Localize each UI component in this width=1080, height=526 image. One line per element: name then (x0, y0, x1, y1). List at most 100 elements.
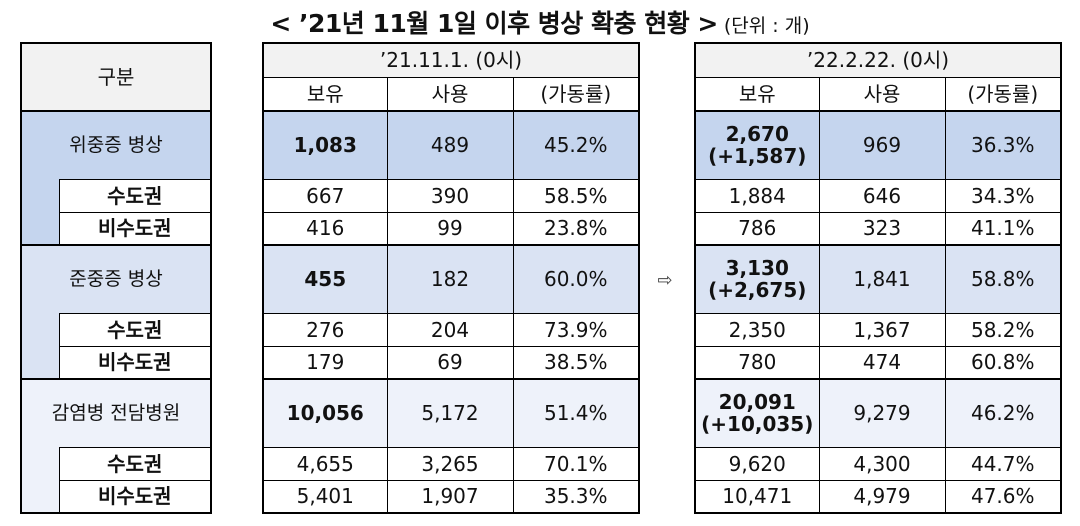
held-cell: 9,620 (694, 446, 820, 481)
column-header: (가동률) (944, 76, 1062, 112)
column-header: 보유 (262, 76, 388, 112)
column-header: 보유 (694, 76, 820, 112)
period-date: ’22.2.22. (0시) (694, 42, 1062, 78)
utilization-value: 60.0% (512, 244, 640, 314)
held-value: 10,471 (722, 484, 793, 509)
region-label: 비수도권 (58, 211, 212, 246)
held-value: 1,884 (728, 183, 786, 208)
table-row: 20,091 (+10,035) 9,279 46.2% (694, 378, 1062, 448)
region-label: 수도권 (58, 312, 212, 347)
held-cell: 276 (262, 312, 388, 347)
title-main: < ’21년 11월 1일 이후 병상 확충 현황 > (270, 9, 718, 38)
period-table-2022: ’22.2.22. (0시) 보유 사용 (가동률) 2,670 (+1,587) 969 3… (694, 42, 1062, 514)
region-label: 비수도권 (58, 345, 212, 380)
table-row: 2,350 1,367 58.2% (694, 312, 1062, 347)
group-label: 위중증 병상 (20, 110, 212, 179)
utilization-value: 38.5% (512, 345, 640, 380)
held-cell: 786 (694, 211, 820, 246)
held-cell: 10,471 (694, 479, 820, 514)
utilization-value: 60.8% (944, 345, 1062, 380)
utilization-value: 41.1% (944, 211, 1062, 246)
held-value: 3,130 (725, 256, 789, 281)
utilization-value: 58.2% (944, 312, 1062, 347)
held-cell: 1,884 (694, 178, 820, 213)
utilization-value: 35.3% (512, 479, 640, 514)
used-value: 489 (386, 110, 514, 180)
held-value: 455 (304, 267, 347, 292)
category-table: 구분 위중증 병상 수도권 비수도권 준중증 병상 수도권 비수도권 감염병 전… (20, 42, 212, 514)
held-value: 786 (738, 216, 777, 241)
used-value: 474 (818, 345, 946, 380)
used-value: 99 (386, 211, 514, 246)
table-row: 1,884 646 34.3% (694, 178, 1062, 213)
held-value: 276 (306, 317, 345, 342)
held-change: (+10,035) (701, 412, 814, 437)
table-row: 786 323 41.1% (694, 211, 1062, 246)
table-row: 780 474 60.8% (694, 345, 1062, 380)
used-value: 204 (386, 312, 514, 347)
held-change: (+1,587) (708, 144, 807, 169)
region-label: 수도권 (58, 178, 212, 213)
table-row: 10,056 5,172 51.4% (262, 378, 640, 448)
column-header: 사용 (386, 76, 514, 112)
used-value: 1,367 (818, 312, 946, 347)
used-value: 1,841 (818, 244, 946, 314)
group-indent (20, 313, 60, 380)
utilization-value: 58.8% (944, 244, 1062, 314)
utilization-value: 47.6% (944, 479, 1062, 514)
used-value: 969 (818, 110, 946, 180)
used-value: 1,907 (386, 479, 514, 514)
table-row: 667 390 58.5% (262, 178, 640, 213)
held-value: 1,083 (293, 133, 357, 158)
held-cell: 667 (262, 178, 388, 213)
column-header: 사용 (818, 76, 946, 112)
used-value: 3,265 (386, 446, 514, 481)
held-cell: 20,091 (+10,035) (694, 378, 820, 448)
group-label: 준중증 병상 (20, 244, 212, 313)
column-header: (가동률) (512, 76, 640, 112)
table-row: 276 204 73.9% (262, 312, 640, 347)
held-value: 20,091 (718, 390, 796, 415)
used-value: 9,279 (818, 378, 946, 448)
table-row: 455 182 60.0% (262, 244, 640, 314)
utilization-value: 34.3% (944, 178, 1062, 213)
table-row: 4,655 3,265 70.1% (262, 446, 640, 481)
held-value: 5,401 (296, 484, 354, 509)
held-value: 10,056 (286, 401, 364, 426)
table-row: 5,401 1,907 35.3% (262, 479, 640, 514)
used-value: 5,172 (386, 378, 514, 448)
table-row: 416 99 23.8% (262, 211, 640, 246)
held-cell: 4,655 (262, 446, 388, 481)
utilization-value: 46.2% (944, 378, 1062, 448)
held-value: 179 (306, 350, 345, 375)
utilization-value: 23.8% (512, 211, 640, 246)
utilization-value: 36.3% (944, 110, 1062, 180)
utilization-value: 45.2% (512, 110, 640, 180)
held-cell: 2,350 (694, 312, 820, 347)
used-value: 69 (386, 345, 514, 380)
held-value: 9,620 (728, 451, 786, 476)
held-cell: 3,130 (+2,675) (694, 244, 820, 314)
held-cell: 780 (694, 345, 820, 380)
utilization-value: 44.7% (944, 446, 1062, 481)
group-indent (20, 179, 60, 246)
used-value: 4,300 (818, 446, 946, 481)
group-label: 감염병 전담병원 (20, 378, 212, 447)
category-header: 구분 (20, 42, 212, 112)
held-value: 780 (738, 350, 777, 375)
held-value: 4,655 (296, 451, 354, 476)
held-change: (+2,675) (708, 278, 807, 303)
region-label: 수도권 (58, 446, 212, 481)
held-cell: 179 (262, 345, 388, 380)
held-value: 416 (306, 216, 345, 241)
table-row: 2,670 (+1,587) 969 36.3% (694, 110, 1062, 180)
held-cell: 5,401 (262, 479, 388, 514)
utilization-value: 70.1% (512, 446, 640, 481)
held-cell: 1,083 (262, 110, 388, 180)
used-value: 323 (818, 211, 946, 246)
held-cell: 455 (262, 244, 388, 314)
table-row: 10,471 4,979 47.6% (694, 479, 1062, 514)
used-value: 646 (818, 178, 946, 213)
utilization-value: 73.9% (512, 312, 640, 347)
held-value: 2,670 (725, 122, 789, 147)
